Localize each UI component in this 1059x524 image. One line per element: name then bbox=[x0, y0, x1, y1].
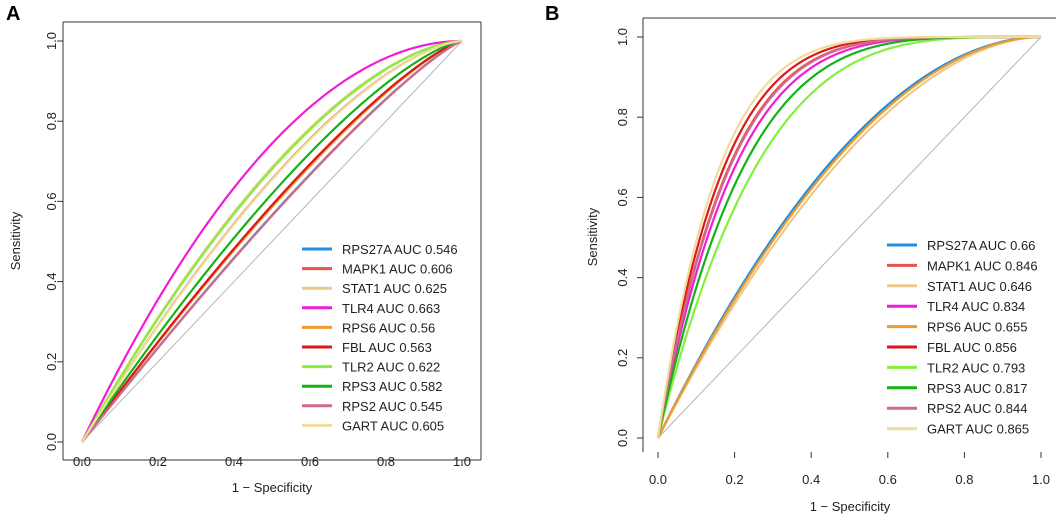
legend: RPS27A AUC 0.546 MAPK1 AUC 0.606 STAT1 AUC… bbox=[302, 242, 458, 433]
axis-ticks: 0.0 0.2 0.4 0.6 0.8 1.0 0.0 0.2 0.4 0.6 0.8 1.0 bbox=[615, 28, 1050, 487]
roc-curve-tlr4 bbox=[81, 39, 463, 443]
y-tick-label: 0.2 bbox=[615, 349, 630, 367]
x-tick-label: 0.0 bbox=[649, 472, 667, 487]
roc-curve-rps2 bbox=[81, 39, 463, 443]
legend-label-mapk1: MAPK1 AUC 0.606 bbox=[342, 262, 453, 277]
panel-a: A 0.0 0.2 0.4 0.6 0.8 1.0 0.0 0.2 0.4 0.6 0.8 1.0 1… bbox=[6, 3, 482, 495]
panel-label: A bbox=[6, 3, 20, 25]
y-tick-label: 0.0 bbox=[615, 429, 630, 447]
roc-curve-tlr2 bbox=[81, 39, 463, 443]
x-tick-label: 0.0 bbox=[73, 454, 91, 469]
legend-label-rps27a: RPS27A AUC 0.66 bbox=[927, 238, 1035, 253]
y-tick-label: 0.4 bbox=[615, 269, 630, 287]
panel-b: B 0.0 0.2 0.4 0.6 0.8 1.0 0.0 0.2 0.4 0.6 0.8 1.0 1… bbox=[545, 3, 1056, 514]
x-tick-label: 1.0 bbox=[1032, 472, 1050, 487]
legend-label-rps27a: RPS27A AUC 0.546 bbox=[342, 242, 458, 257]
roc-curve-fbl bbox=[81, 39, 463, 443]
reference-diagonal bbox=[657, 36, 1042, 439]
y-tick-label: 0.8 bbox=[44, 112, 59, 130]
x-tick-label: 0.2 bbox=[726, 472, 744, 487]
y-axis-label: Sensitivity bbox=[8, 211, 23, 270]
roc-curves bbox=[81, 39, 463, 443]
x-tick-label: 0.4 bbox=[802, 472, 820, 487]
x-tick-label: 0.8 bbox=[377, 454, 395, 469]
y-tick-label: 1.0 bbox=[615, 28, 630, 46]
y-tick-label: 0.4 bbox=[44, 273, 59, 291]
y-tick-label: 0.2 bbox=[44, 353, 59, 371]
roc-curve-rps6 bbox=[657, 35, 1042, 439]
legend-label-tlr4: TLR4 AUC 0.834 bbox=[927, 299, 1025, 314]
x-tick-label: 1.0 bbox=[453, 454, 471, 469]
y-tick-label: 0.6 bbox=[615, 188, 630, 206]
x-tick-label: 0.8 bbox=[955, 472, 973, 487]
panel-label: B bbox=[545, 3, 559, 25]
legend-label-rps6: RPS6 AUC 0.56 bbox=[342, 320, 435, 335]
legend-label-rps6: RPS6 AUC 0.655 bbox=[927, 320, 1027, 335]
y-tick-label: 0.6 bbox=[44, 192, 59, 210]
legend-label-fbl: FBL AUC 0.563 bbox=[342, 340, 432, 355]
legend-label-stat1: STAT1 AUC 0.625 bbox=[342, 281, 447, 296]
legend-label-stat1: STAT1 AUC 0.646 bbox=[927, 279, 1032, 294]
roc-curve-rps3 bbox=[81, 39, 463, 443]
axis-ticks: 0.0 0.2 0.4 0.6 0.8 1.0 0.0 0.2 0.4 0.6 0.8 1.0 bbox=[44, 32, 471, 469]
x-tick-label: 0.4 bbox=[225, 454, 243, 469]
legend-label-rps2: RPS2 AUC 0.545 bbox=[342, 399, 442, 414]
roc-curve-tlr2 bbox=[656, 35, 1041, 439]
y-tick-label: 1.0 bbox=[44, 32, 59, 50]
x-tick-label: 0.6 bbox=[301, 454, 319, 469]
legend-label-gart: GART AUC 0.865 bbox=[927, 422, 1029, 437]
legend-label-rps3: RPS3 AUC 0.582 bbox=[342, 379, 442, 394]
legend-label-tlr2: TLR2 AUC 0.793 bbox=[927, 360, 1025, 375]
roc-curves bbox=[656, 35, 1042, 439]
legend-label-mapk1: MAPK1 AUC 0.846 bbox=[927, 258, 1038, 273]
roc-curve-gart bbox=[81, 39, 463, 443]
legend: RPS27A AUC 0.66 MAPK1 AUC 0.846 STAT1 AUC … bbox=[887, 238, 1038, 437]
legend-label-gart: GART AUC 0.605 bbox=[342, 418, 444, 433]
y-axis-label: Sensitivity bbox=[585, 207, 600, 266]
reference-diagonal bbox=[81, 40, 463, 443]
roc-curve-gart bbox=[656, 35, 1041, 439]
legend-label-fbl: FBL AUC 0.856 bbox=[927, 340, 1017, 355]
y-tick-label: 0.8 bbox=[615, 108, 630, 126]
y-tick-label: 0.0 bbox=[44, 433, 59, 451]
x-tick-label: 0.6 bbox=[879, 472, 897, 487]
x-axis-label: 1 − Specificity bbox=[232, 480, 313, 495]
legend-label-rps2: RPS2 AUC 0.844 bbox=[927, 401, 1027, 416]
legend-label-rps3: RPS3 AUC 0.817 bbox=[927, 381, 1027, 396]
x-axis-label: 1 − Specificity bbox=[810, 499, 891, 514]
legend-label-tlr4: TLR4 AUC 0.663 bbox=[342, 301, 440, 316]
x-tick-label: 0.2 bbox=[149, 454, 167, 469]
legend-label-tlr2: TLR2 AUC 0.622 bbox=[342, 360, 440, 375]
